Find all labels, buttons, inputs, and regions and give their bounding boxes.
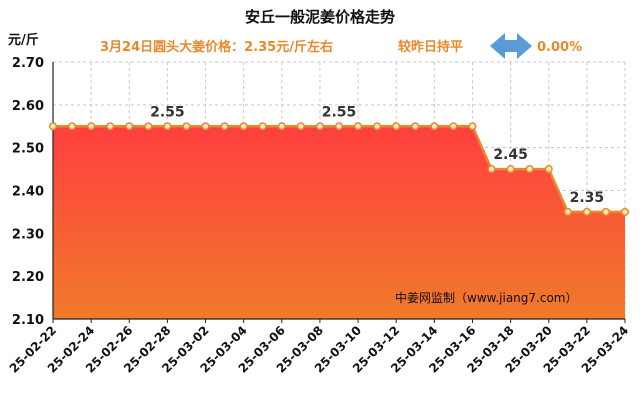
data-label-layer: 2.55 2.55 2.45 2.35 bbox=[150, 104, 604, 206]
data-point-8 bbox=[201, 122, 210, 131]
marker-layer bbox=[48, 122, 630, 216]
data-point-22 bbox=[468, 122, 477, 131]
data-point-30 bbox=[620, 207, 630, 216]
data-point-20 bbox=[430, 122, 439, 131]
y-axis-unit-label: 元/斤 bbox=[8, 32, 39, 48]
change-percent-text: 0.00% bbox=[537, 40, 582, 55]
data-point-12 bbox=[277, 122, 286, 131]
data-point-28 bbox=[582, 207, 591, 216]
y-tick-label-2: 2.30 bbox=[12, 227, 44, 242]
y-tick-labels: 2.10 2.20 2.30 2.40 2.50 2.60 2.70 bbox=[12, 56, 44, 328]
data-point-13 bbox=[296, 122, 305, 131]
data-point-15 bbox=[334, 122, 344, 131]
data-label-2: 2.45 bbox=[493, 147, 528, 163]
data-point-4 bbox=[125, 122, 134, 131]
y-tick-label-1: 2.20 bbox=[12, 270, 44, 285]
data-point-11 bbox=[258, 122, 267, 131]
data-point-17 bbox=[373, 122, 382, 131]
data-point-9 bbox=[220, 122, 229, 131]
data-point-0 bbox=[48, 122, 58, 131]
y-tick-label-4: 2.50 bbox=[12, 142, 44, 157]
price-summary-text: 3月24日圆头大姜价格：2.35元/斤左右 bbox=[100, 39, 333, 55]
data-point-10 bbox=[239, 122, 248, 131]
data-point-6 bbox=[163, 122, 172, 131]
data-point-18 bbox=[392, 122, 401, 131]
price-area-fill bbox=[53, 126, 625, 319]
data-point-3 bbox=[106, 122, 115, 131]
data-point-16 bbox=[354, 122, 363, 131]
x-tick-labels: 25-02-2225-02-2425-02-2625-02-2825-03-02… bbox=[7, 323, 631, 375]
data-point-14 bbox=[315, 122, 324, 131]
data-point-24 bbox=[506, 165, 515, 174]
data-point-21 bbox=[449, 122, 458, 131]
y-tick-label-5: 2.60 bbox=[12, 99, 44, 114]
data-point-19 bbox=[411, 122, 420, 131]
watermark-text: 中姜网监制（www.jiang7.com） bbox=[395, 290, 577, 305]
data-label-0: 2.55 bbox=[150, 104, 185, 120]
left-right-arrow-icon bbox=[490, 33, 532, 59]
data-point-5 bbox=[144, 122, 153, 131]
data-point-27 bbox=[563, 207, 572, 216]
data-point-1 bbox=[68, 122, 77, 131]
data-point-23 bbox=[487, 165, 496, 174]
y-tick-label-6: 2.70 bbox=[12, 56, 44, 71]
data-point-29 bbox=[601, 207, 610, 216]
data-point-2 bbox=[87, 122, 96, 131]
y-tick-label-3: 2.40 bbox=[12, 185, 44, 200]
data-point-7 bbox=[182, 122, 191, 131]
data-label-3: 2.35 bbox=[570, 190, 605, 206]
chart-title: 安丘一般泥姜价格走势 bbox=[245, 8, 395, 26]
data-label-1: 2.55 bbox=[322, 104, 357, 120]
y-tick-label-0: 2.10 bbox=[12, 313, 44, 328]
data-point-25 bbox=[525, 165, 534, 174]
axis-layer bbox=[52, 62, 626, 323]
data-point-26 bbox=[544, 165, 553, 174]
change-summary-text: 较昨日持平 bbox=[398, 39, 463, 55]
